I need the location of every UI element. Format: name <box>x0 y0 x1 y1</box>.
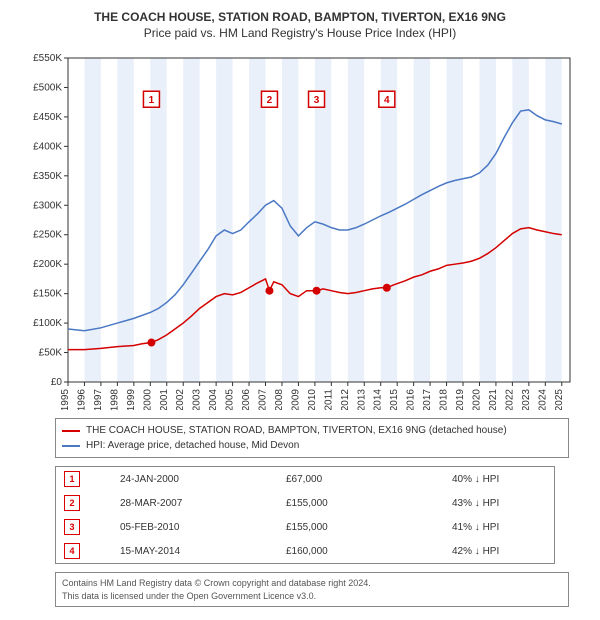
chart-area: £0 £50K £100K £150K £200K £250K £300K £350K £400… <box>20 50 580 410</box>
svg-text:1995: 1995 <box>60 389 71 410</box>
svg-text:£450K: £450K <box>33 112 62 123</box>
svg-text:£500K: £500K <box>33 82 62 93</box>
svg-text:2004: 2004 <box>208 389 219 410</box>
svg-text:£350K: £350K <box>33 171 62 182</box>
transaction-date: 15-MAY-2014 <box>112 539 278 564</box>
marker-ref: 2 <box>64 495 80 511</box>
svg-text:2014: 2014 <box>373 389 384 410</box>
svg-text:1: 1 <box>149 95 155 106</box>
svg-text:2007: 2007 <box>258 389 269 410</box>
event-point <box>313 287 321 295</box>
svg-text:2025: 2025 <box>554 389 565 410</box>
transaction-pct: 41% ↓ HPI <box>444 515 555 539</box>
svg-text:2023: 2023 <box>521 389 532 410</box>
svg-text:2022: 2022 <box>504 389 515 410</box>
svg-text:2020: 2020 <box>471 389 482 410</box>
marker-ref: 3 <box>64 519 80 535</box>
marker-ref: 1 <box>64 471 80 487</box>
svg-text:£250K: £250K <box>33 230 62 241</box>
svg-text:£300K: £300K <box>33 200 62 211</box>
svg-text:2001: 2001 <box>159 389 170 410</box>
event-point <box>147 339 155 347</box>
transactions-table: 1 24-JAN-2000£67,00040% ↓ HPI 2 28-MAR-2007… <box>55 466 555 564</box>
legend: THE COACH HOUSE, STATION ROAD, BAMPTON, … <box>55 418 569 458</box>
svg-text:3: 3 <box>314 95 320 106</box>
footer-attribution: Contains HM Land Registry data © Crown c… <box>55 572 569 607</box>
svg-text:2006: 2006 <box>241 389 252 410</box>
svg-text:£200K: £200K <box>33 259 62 270</box>
svg-text:2012: 2012 <box>340 389 351 410</box>
transaction-date: 24-JAN-2000 <box>112 467 278 492</box>
transaction-pct: 43% ↓ HPI <box>444 491 555 515</box>
svg-text:2017: 2017 <box>422 389 433 410</box>
svg-text:2002: 2002 <box>175 389 186 410</box>
svg-text:2016: 2016 <box>406 389 417 410</box>
transaction-date: 05-FEB-2010 <box>112 515 278 539</box>
svg-text:2019: 2019 <box>455 389 466 410</box>
transaction-price: £160,000 <box>278 539 444 564</box>
svg-text:4: 4 <box>384 95 390 106</box>
table-row: 1 24-JAN-2000£67,00040% ↓ HPI <box>56 467 555 492</box>
svg-text:£400K: £400K <box>33 141 62 152</box>
event-point <box>265 287 273 295</box>
svg-text:2009: 2009 <box>290 389 301 410</box>
transaction-price: £67,000 <box>278 467 444 492</box>
transaction-price: £155,000 <box>278 515 444 539</box>
table-row: 2 28-MAR-2007£155,00043% ↓ HPI <box>56 491 555 515</box>
legend-label: HPI: Average price, detached house, Mid … <box>86 438 299 453</box>
svg-text:2010: 2010 <box>307 389 318 410</box>
legend-row: HPI: Average price, detached house, Mid … <box>62 438 562 453</box>
svg-text:2008: 2008 <box>274 389 285 410</box>
transaction-price: £155,000 <box>278 491 444 515</box>
svg-text:1996: 1996 <box>76 389 87 410</box>
footer-line-1: Contains HM Land Registry data © Crown c… <box>62 577 562 590</box>
svg-text:2000: 2000 <box>142 389 153 410</box>
table-row: 3 05-FEB-2010£155,00041% ↓ HPI <box>56 515 555 539</box>
legend-label: THE COACH HOUSE, STATION ROAD, BAMPTON, … <box>86 423 507 438</box>
marker-ref: 4 <box>64 543 80 559</box>
svg-text:£150K: £150K <box>33 289 62 300</box>
svg-text:1999: 1999 <box>126 389 137 410</box>
chart-subtitle: Price paid vs. HM Land Registry's House … <box>10 26 590 40</box>
svg-text:2021: 2021 <box>488 389 499 410</box>
svg-text:1997: 1997 <box>93 389 104 410</box>
table-row: 4 15-MAY-2014£160,00042% ↓ HPI <box>56 539 555 564</box>
legend-row: THE COACH HOUSE, STATION ROAD, BAMPTON, … <box>62 423 562 438</box>
svg-text:1998: 1998 <box>109 389 120 410</box>
svg-text:2013: 2013 <box>356 389 367 410</box>
legend-swatch <box>62 445 80 447</box>
svg-text:£0: £0 <box>51 377 63 388</box>
transaction-pct: 42% ↓ HPI <box>444 539 555 564</box>
svg-text:£100K: £100K <box>33 318 62 329</box>
chart-title: THE COACH HOUSE, STATION ROAD, BAMPTON, … <box>10 10 590 24</box>
svg-text:2003: 2003 <box>192 389 203 410</box>
svg-text:2018: 2018 <box>439 389 450 410</box>
svg-text:2005: 2005 <box>225 389 236 410</box>
legend-swatch <box>62 430 80 432</box>
footer-line-2: This data is licensed under the Open Gov… <box>62 590 562 603</box>
transaction-date: 28-MAR-2007 <box>112 491 278 515</box>
svg-text:2015: 2015 <box>389 389 400 410</box>
transaction-pct: 40% ↓ HPI <box>444 467 555 492</box>
chart-svg: £0 £50K £100K £150K £200K £250K £300K £350K £400… <box>20 50 580 410</box>
svg-text:£50K: £50K <box>39 348 63 359</box>
event-point <box>383 284 391 292</box>
svg-text:£550K: £550K <box>33 53 62 64</box>
svg-text:2: 2 <box>267 95 273 106</box>
svg-text:2011: 2011 <box>323 389 334 410</box>
svg-text:2024: 2024 <box>537 389 548 410</box>
